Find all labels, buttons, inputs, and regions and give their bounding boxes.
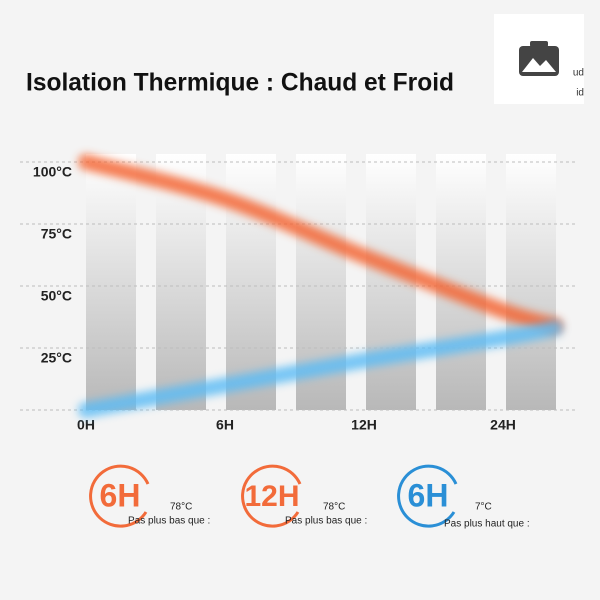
x-tick-label: 24H xyxy=(490,417,516,433)
x-tick-label: 0H xyxy=(77,417,95,433)
chart-title: Isolation Thermique : Chaud et Froid xyxy=(26,69,454,97)
badge-temperature: 78°C xyxy=(323,502,345,513)
series-line xyxy=(83,325,558,413)
badge-ring xyxy=(241,464,302,528)
y-tick-label: 50°C xyxy=(41,288,72,304)
y-tick-label: 100°C xyxy=(33,164,72,180)
y-tick-label: 25°C xyxy=(41,350,72,366)
badge-temperature: 7°C xyxy=(475,502,492,513)
badge: 6H 7°C Pas plus haut que : xyxy=(397,464,530,530)
badge-temperature: 78°C xyxy=(170,502,192,513)
badge-caption: Pas plus bas que : xyxy=(285,516,367,527)
x-tick-label: 6H xyxy=(216,417,234,433)
thumbnail-text: ud xyxy=(573,68,584,79)
badge-caption: Pas plus bas que : xyxy=(128,516,210,527)
badge-caption: Pas plus haut que : xyxy=(444,519,530,530)
badge-duration: 6H xyxy=(408,477,449,513)
thumbnail-text: id xyxy=(576,88,584,99)
badge: 12H 78°C Pas plus bas que : xyxy=(241,464,367,528)
badge-ring xyxy=(397,464,458,528)
thumbnail-icon xyxy=(519,41,559,76)
series-line xyxy=(83,159,558,329)
x-tick-label: 12H xyxy=(351,417,377,433)
stripe xyxy=(86,154,136,410)
badge-duration: 12H xyxy=(244,480,299,513)
badge-duration: 6H xyxy=(100,477,141,513)
badge: 6H 78°C Pas plus bas que : xyxy=(89,464,210,528)
badge-ring xyxy=(89,464,150,528)
stripe xyxy=(506,154,556,410)
y-tick-label: 75°C xyxy=(41,226,72,242)
